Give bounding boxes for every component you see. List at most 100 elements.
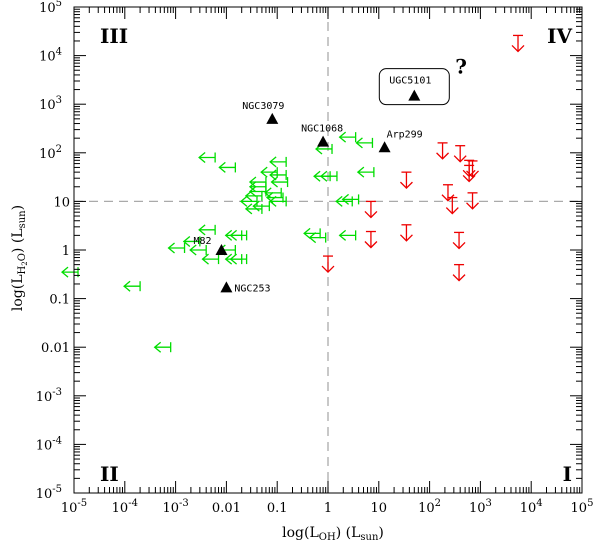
h2o-limit-head (399, 234, 413, 242)
data-layer: NGC3079 NGC1068 Arp299 M82 NGC253 UGC5101? (61, 34, 525, 353)
oh-limit-head (244, 203, 253, 215)
oh-upper-limit-marker (198, 152, 216, 164)
oh-upper-limit-marker (270, 176, 289, 188)
oh-upper-limit-marker (269, 156, 287, 168)
y-tick-label: 105 (39, 0, 62, 16)
oh-upper-limit-marker (338, 229, 357, 241)
h2o-limit-head (364, 241, 378, 249)
oh-limit-head (198, 224, 206, 236)
oh-upper-limit-marker (356, 166, 375, 178)
question-mark: ? (455, 55, 467, 79)
oh-limit-head (341, 193, 350, 205)
oh-limit-head (239, 195, 248, 207)
oh-upper-limit-marker (319, 170, 338, 182)
h2o-limit-head (445, 207, 459, 215)
tick-labels: 10-5 10-4 10-3 0.01 0.1 1 10 102 103 104 10510-510… (36, 0, 594, 516)
oh-limit-head (224, 253, 233, 265)
y-tick-label: 102 (39, 144, 62, 162)
axis-ticks (73, 6, 583, 494)
oh-upper-limit-marker (355, 137, 374, 149)
h2o-limit-head (321, 265, 335, 273)
h2o-upper-limit-marker (364, 200, 378, 219)
y-tick-label: 103 (39, 95, 62, 113)
x-tick-label: 10 (371, 501, 388, 516)
oh-upper-limit-marker (303, 227, 321, 239)
reference-lines (74, 7, 582, 493)
oh-limit-head (270, 176, 278, 188)
detection-label: M82 (193, 236, 211, 247)
oh-limit-head (308, 232, 317, 244)
y-tick-label: 10-3 (36, 387, 62, 405)
oh-upper-limit-marker (167, 242, 186, 254)
x-tick-label: 10-5 (61, 498, 87, 516)
oh-limit-head (123, 280, 131, 292)
h2o-limit-head (452, 241, 466, 250)
oh-upper-limit-marker (189, 244, 207, 256)
h2o-upper-limit-marker (321, 255, 335, 273)
quadrant-label-ii: II (100, 462, 119, 486)
x-tick-label: 0.1 (267, 501, 288, 516)
oh-limit-head (61, 266, 69, 278)
detection-triangle (317, 135, 330, 147)
h2o-limit-head (364, 210, 378, 219)
oh-limit-head (244, 190, 253, 202)
oh-limit-head (167, 242, 175, 254)
oh-limit-head (182, 235, 191, 247)
y-tick-label: 10-4 (36, 435, 62, 453)
h2o-limit-head (436, 152, 450, 160)
h2o-upper-limit-marker (445, 196, 459, 215)
quadrant-label-iii: III (100, 24, 128, 48)
oh-upper-limit-marker (308, 232, 327, 244)
oh-limit-head (319, 170, 328, 182)
h2o-upper-limit-marker (466, 192, 479, 210)
y-tick-label: 0.01 (41, 341, 70, 356)
oh-upper-limit-marker (269, 169, 287, 181)
oh-upper-limit-marker (229, 229, 248, 241)
oh-limit-head (224, 229, 233, 241)
oh-upper-limit-marker (260, 166, 278, 178)
detection-label: Arp299 (387, 129, 423, 140)
oh-limit-head (248, 181, 257, 193)
quadrant-label-iv: IV (547, 24, 572, 48)
h2o-upper-limit-marker (453, 145, 467, 163)
x-tick-label: 104 (520, 498, 543, 516)
x-tick-label: 10-4 (112, 498, 138, 516)
oh-upper-limit-marker (218, 161, 236, 173)
oh-limit-head (153, 341, 162, 353)
oh-upper-limit-marker (269, 195, 287, 207)
oh-limit-head (356, 166, 365, 178)
h2o-limit-head (452, 274, 466, 282)
oh-upper-limit-marker (123, 280, 141, 292)
oh-limit-head (252, 200, 260, 212)
x-axis-title: log(LOH) (Lsun) (282, 525, 384, 543)
h2o-upper-limit-marker (511, 34, 525, 53)
boxed-label-frame (378, 68, 450, 106)
detection-label: NGC3079 (242, 101, 284, 112)
oh-upper-limit-marker (229, 253, 248, 265)
oh-limit-head (338, 229, 347, 241)
oh-limit-head (229, 253, 238, 265)
h2o-upper-limit-marker (364, 230, 378, 249)
h2o-limit-head (462, 174, 476, 183)
oh-limit-head (269, 156, 277, 168)
h2o-limit-head (466, 170, 479, 178)
oh-limit-head (303, 227, 311, 239)
x-tick-label: 105 (571, 498, 594, 516)
oh-upper-limit-marker (153, 341, 172, 353)
oh-limit-head (338, 131, 347, 143)
oh-limit-head (335, 195, 343, 207)
h2o-upper-limit-marker (399, 171, 413, 190)
oh-upper-limit-marker (239, 195, 258, 207)
detection-triangle (266, 112, 279, 124)
oh-limit-head (229, 229, 238, 241)
h2o-limit-head (441, 194, 455, 202)
h2o-upper-limit-marker (452, 263, 466, 282)
oh-limit-head (269, 169, 277, 181)
oh-limit-head (198, 152, 206, 164)
y-tick-label: 10 (53, 195, 70, 210)
oh-limit-head (248, 185, 257, 197)
oh-upper-limit-marker (341, 193, 360, 205)
h2o-upper-limit-marker (466, 160, 479, 178)
h2o-limit-head (511, 44, 525, 53)
